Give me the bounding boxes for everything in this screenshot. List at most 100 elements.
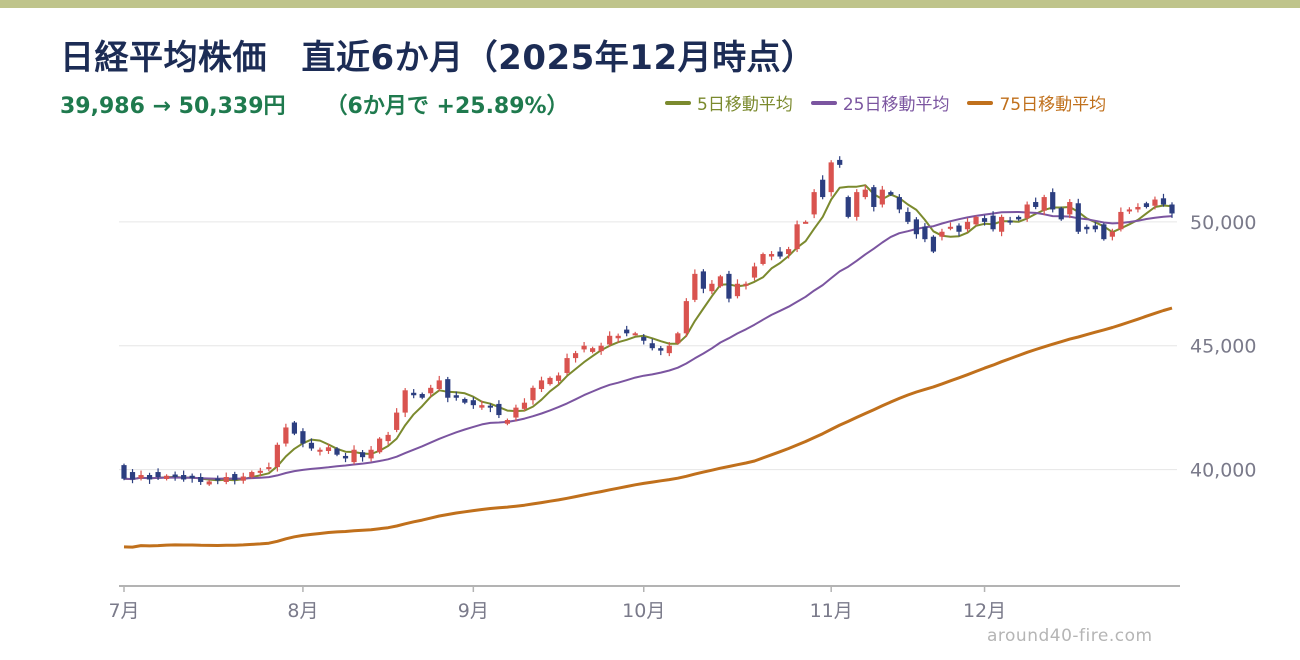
legend-item-ma75: 75日移動平均: [967, 90, 1106, 115]
candle-body: [368, 449, 374, 459]
candle-body: [513, 407, 519, 418]
candle-body: [709, 283, 715, 292]
candle-body: [1084, 226, 1090, 230]
candle-body: [181, 475, 187, 480]
candle-body: [240, 476, 246, 481]
candle-body: [351, 449, 357, 463]
candle-body: [768, 254, 775, 257]
candle-body: [973, 216, 979, 225]
legend-label-ma75: 75日移動平均: [999, 95, 1107, 115]
candle-body: [129, 472, 136, 480]
price-range: 39,986 → 50,339円: [60, 94, 286, 119]
candle-body: [854, 192, 860, 217]
candle-body: [479, 405, 485, 408]
candle-body: [1126, 209, 1132, 212]
legend-item-ma25: 25日移動平均: [810, 90, 949, 115]
candle-body: [751, 266, 758, 278]
candle-body: [232, 474, 238, 480]
candle-body: [146, 475, 153, 480]
candle-body: [138, 475, 144, 479]
candle-body: [334, 448, 340, 455]
candle-body: [803, 221, 809, 224]
candle-body: [436, 380, 442, 390]
candle-body: [615, 335, 621, 339]
candle-body: [700, 271, 706, 289]
candle-body: [683, 301, 689, 334]
candle-body: [862, 189, 868, 198]
candle-body: [385, 434, 391, 442]
candle-body: [1152, 199, 1158, 206]
candle-body: [624, 329, 630, 334]
candle-body: [266, 467, 272, 470]
candle-body: [172, 474, 178, 477]
candle-body: [947, 226, 954, 229]
candle-body: [342, 455, 349, 459]
x-tick-label: 7月: [108, 600, 139, 622]
candle-body: [283, 427, 289, 444]
candle-body: [930, 236, 937, 252]
ma75-line: [123, 306, 1173, 549]
candle-body: [411, 392, 417, 396]
candle-body: [837, 159, 843, 165]
candle-body: [1118, 211, 1124, 230]
candle-body: [1092, 225, 1098, 230]
candle-body: [1016, 216, 1022, 220]
candle-body: [428, 387, 434, 394]
candle-body: [1109, 231, 1115, 237]
price-change: （6か月で +25.89%）: [325, 94, 569, 119]
candle-body: [607, 335, 613, 345]
candle-body: [1135, 206, 1141, 210]
candle-body: [1169, 204, 1175, 214]
x-tick-label: 12月: [963, 600, 1006, 622]
candle-body: [998, 216, 1005, 232]
candle-body: [820, 179, 826, 198]
candle-body: [453, 395, 459, 398]
candle-body: [581, 345, 587, 350]
candle-body: [1007, 220, 1013, 223]
candle-body: [538, 380, 545, 390]
site-watermark: around40-fire.com: [987, 626, 1153, 646]
candle-body: [198, 477, 204, 482]
ma25-line: [123, 211, 1173, 481]
candle-body: [905, 211, 911, 222]
top-accent-bar: [0, 0, 1300, 8]
candle-body: [291, 422, 298, 434]
candle-body: [692, 273, 698, 300]
x-tick-label: 8月: [287, 600, 318, 622]
candle-body: [377, 438, 383, 453]
candle-body: [121, 465, 127, 479]
x-tick-label: 11月: [810, 600, 853, 622]
candle-body: [317, 449, 323, 452]
ma5-line: [123, 184, 1173, 482]
candle-body: [649, 343, 655, 349]
chart-legend: 5日移動平均 25日移動平均 75日移動平均: [665, 90, 1106, 115]
candle-body: [922, 226, 928, 240]
candle-body: [419, 394, 425, 398]
candle-body: [206, 481, 212, 485]
candle-body: [785, 249, 792, 255]
y-tick-label: 40,000: [1190, 460, 1256, 482]
candle-body: [257, 470, 263, 473]
candle-body: [564, 358, 570, 373]
candle-body: [215, 478, 221, 481]
candle-body: [308, 442, 315, 449]
legend-swatch-ma5: [665, 100, 691, 105]
candle-body: [811, 192, 817, 215]
x-tick-label: 10月: [622, 600, 665, 622]
y-tick-label: 45,000: [1190, 336, 1256, 358]
candle-body: [394, 412, 400, 430]
candle-body: [845, 197, 851, 217]
candle-body: [990, 215, 996, 230]
candle-body: [1050, 192, 1056, 210]
candle-body: [675, 333, 681, 344]
legend-item-ma5: 5日移動平均: [665, 90, 793, 115]
candle-body: [402, 390, 408, 413]
candle-body: [547, 377, 553, 385]
candle-body: [249, 472, 255, 477]
candle-body: [760, 254, 766, 264]
candle-body: [462, 398, 468, 403]
candle-body: [223, 477, 229, 482]
candle-body: [504, 420, 511, 424]
candle-body: [726, 273, 732, 299]
candle-body: [658, 348, 664, 351]
